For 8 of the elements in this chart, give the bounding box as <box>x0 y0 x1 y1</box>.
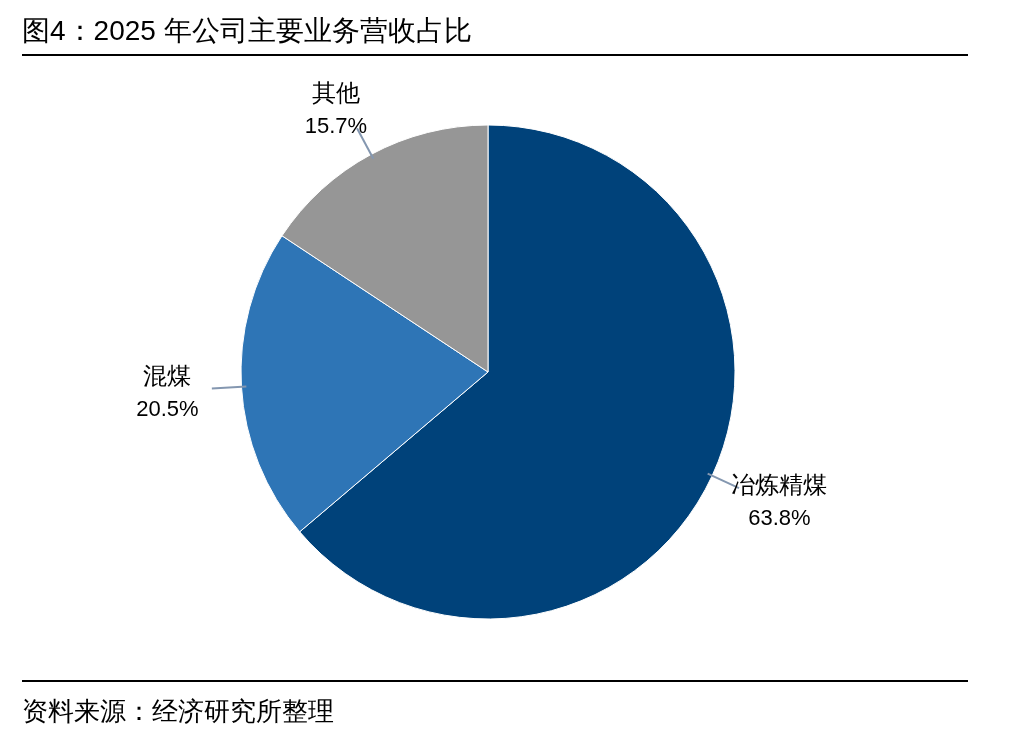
data-label: 20.5% <box>136 395 199 421</box>
data-label: 15.7% <box>304 112 368 138</box>
slice-label: 混煤 <box>143 361 192 389</box>
slice-label: 其他 <box>311 78 360 106</box>
chart-title: 图4：2025 年公司主要业务营收占比 <box>22 15 472 46</box>
data-label: 63.8% <box>748 504 811 530</box>
text: 资料来源：经济研究所整理 <box>22 696 334 726</box>
slice-label: 冶炼精煤 <box>731 470 828 498</box>
